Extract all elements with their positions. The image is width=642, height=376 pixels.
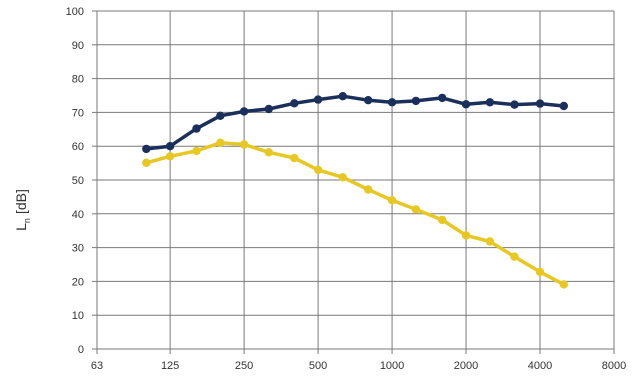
data-point [192,124,201,133]
data-point [510,252,519,261]
series-group [142,92,568,289]
x-tick-label: 8000 [602,360,626,372]
data-point [216,111,225,121]
y-tick-label: 80 [72,74,84,86]
x-tick-label: 2000 [454,360,478,372]
axes: 0 10 20 30 40 50 60 70 80 90 100 63 125 250 500 1000 200… [66,6,627,372]
data-point [461,231,471,240]
y-tick-label: 90 [72,40,84,52]
y-tick-label: 20 [72,276,84,288]
y-axis-title-main: L [13,223,29,231]
data-point [239,107,249,116]
data-point [239,140,249,149]
data-point [313,95,323,104]
data-point [510,100,519,109]
data-point [364,96,373,105]
data-point [485,237,495,246]
data-point [192,146,201,156]
y-axis-title: Ln [dB] [13,189,32,231]
data-point [142,144,151,154]
data-point [165,142,175,151]
y-tick-label: 40 [72,209,84,221]
data-point [313,165,323,175]
y-tick-label: 100 [66,6,84,18]
data-point [411,205,421,214]
series-1 [142,92,568,154]
x-tick-label: 63 [91,360,103,372]
data-point [535,99,545,108]
x-tick-label: 125 [161,360,179,372]
data-point [461,100,471,109]
data-point [364,185,373,194]
x-tick-label: 500 [309,360,327,372]
data-point [338,92,347,101]
data-point [438,93,447,103]
data-point [559,280,568,289]
y-tick-label: 10 [72,310,84,322]
y-axis-title-subscript: n [22,218,32,223]
data-point [338,173,347,182]
y-tick-label: 50 [72,175,84,187]
y-tick-label: 70 [72,107,84,119]
y-axis-title-unit: [dB] [13,189,29,214]
data-point [559,101,568,111]
data-point [264,104,273,114]
data-point [387,196,397,205]
data-point [290,153,299,163]
series-line [144,94,566,151]
data-point [142,158,151,167]
data-point [438,215,447,225]
grid [96,10,615,354]
data-point [535,267,545,277]
data-point [165,152,175,161]
y-tick-label: 30 [72,243,84,255]
data-point [264,148,273,157]
data-point [485,98,495,107]
y-tick-label: 0 [78,344,84,356]
series-2 [142,138,568,289]
data-point [411,96,421,106]
data-point [216,138,225,147]
x-tick-label: 250 [235,360,253,372]
data-point [387,98,397,107]
x-tick-label: 4000 [528,360,552,372]
x-tick-label: 1000 [380,360,404,372]
y-tick-label: 60 [72,141,84,153]
data-point [290,99,299,108]
